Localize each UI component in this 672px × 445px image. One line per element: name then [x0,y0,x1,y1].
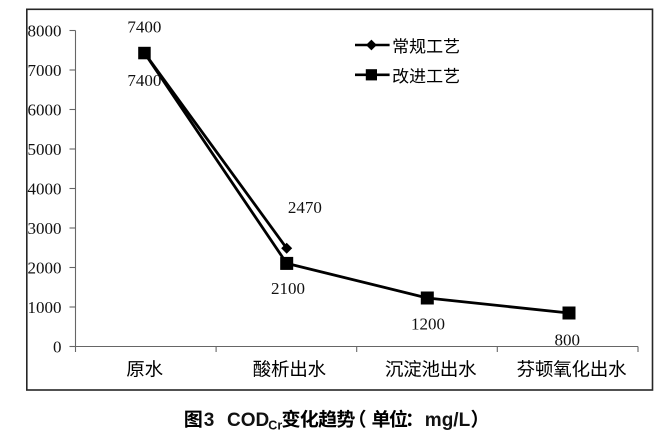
svg-text:2000: 2000 [28,259,62,278]
svg-text:Cr: Cr [268,419,282,433]
svg-text:2470: 2470 [288,198,322,217]
svg-text:7400: 7400 [127,71,161,90]
svg-text:8000: 8000 [28,22,62,41]
svg-text:4000: 4000 [28,180,62,199]
svg-text:2100: 2100 [271,279,305,298]
svg-text:1200: 1200 [411,315,445,334]
svg-text:3: 3 [204,410,215,431]
svg-text:800: 800 [555,331,581,350]
svg-text:6000: 6000 [28,101,62,120]
svg-text:5000: 5000 [28,140,62,159]
svg-text:1000: 1000 [28,298,62,317]
svg-text:7400: 7400 [127,18,161,37]
svg-text:COD: COD [227,410,269,431]
svg-text:0: 0 [53,338,62,357]
svg-text:7000: 7000 [28,61,62,80]
svg-text:mg/L: mg/L [425,410,471,431]
svg-text:3000: 3000 [28,219,62,238]
